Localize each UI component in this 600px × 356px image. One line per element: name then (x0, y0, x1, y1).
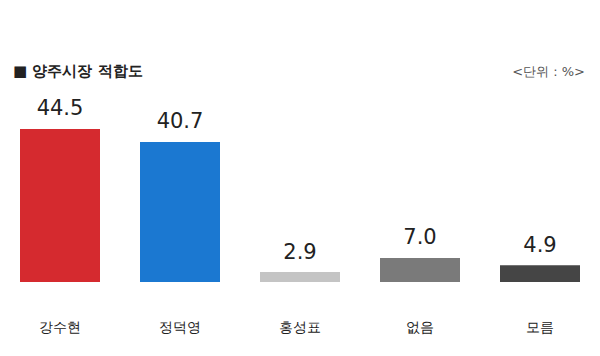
svg-text:2.9: 2.9 (283, 240, 316, 264)
svg-text:정덕영: 정덕영 (159, 319, 201, 335)
svg-text:모름: 모름 (526, 319, 554, 335)
svg-text:■ 양주시장 적합도: ■ 양주시장 적합도 (13, 62, 143, 80)
svg-text:40.7: 40.7 (157, 109, 204, 133)
svg-text:<단위 : %>: <단위 : %> (512, 64, 585, 79)
svg-text:4.9: 4.9 (523, 233, 556, 257)
svg-text:44.5: 44.5 (37, 96, 84, 120)
svg-text:강수현: 강수현 (39, 319, 81, 335)
svg-text:홍성표: 홍성표 (279, 319, 321, 335)
svg-text:없음: 없음 (406, 319, 434, 335)
svg-text:7.0: 7.0 (403, 225, 436, 249)
